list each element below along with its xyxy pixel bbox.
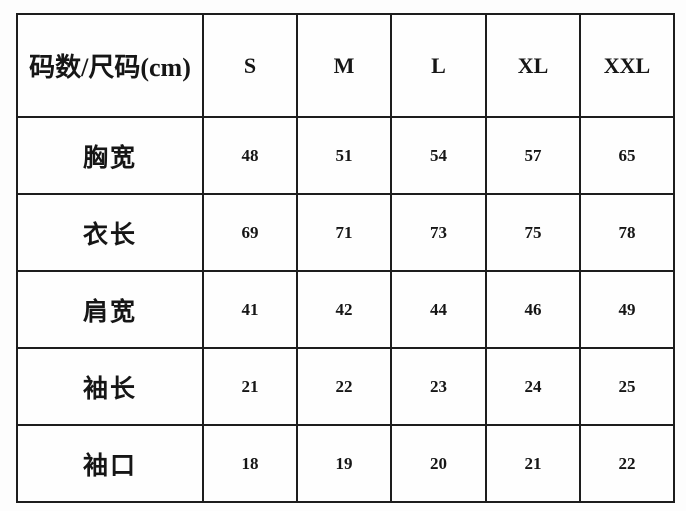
row-chest-width: 胸宽 48 51 54 57 65 [16,116,675,195]
row-label: 袖口 [16,424,204,503]
size-chart-table: 码数/尺码(cm) S M L XL XXL 胸宽 48 51 54 57 65… [16,13,675,503]
cell-value: 54 [390,116,487,195]
cell-value: 21 [485,424,581,503]
size-header-s: S [202,13,298,118]
cell-value: 51 [296,116,392,195]
row-label: 肩宽 [16,270,204,349]
row-label: 袖长 [16,347,204,426]
cell-value: 20 [390,424,487,503]
cell-value: 18 [202,424,298,503]
cell-value: 48 [202,116,298,195]
cell-value: 22 [579,424,675,503]
cell-value: 21 [202,347,298,426]
size-header-xxl: XXL [579,13,675,118]
cell-value: 78 [579,193,675,272]
size-header-l: L [390,13,487,118]
cell-value: 57 [485,116,581,195]
cell-value: 49 [579,270,675,349]
row-label: 胸宽 [16,116,204,195]
size-header-xl: XL [485,13,581,118]
row-garment-length: 衣长 69 71 73 75 78 [16,193,675,272]
row-sleeve-length: 袖长 21 22 23 24 25 [16,347,675,426]
cell-value: 71 [296,193,392,272]
cell-value: 69 [202,193,298,272]
cell-value: 46 [485,270,581,349]
header-row: 码数/尺码(cm) S M L XL XXL [16,13,675,118]
cell-value: 19 [296,424,392,503]
cell-value: 25 [579,347,675,426]
cell-value: 44 [390,270,487,349]
corner-header: 码数/尺码(cm) [16,13,204,118]
cell-value: 24 [485,347,581,426]
size-header-m: M [296,13,392,118]
cell-value: 73 [390,193,487,272]
cell-value: 41 [202,270,298,349]
row-label: 衣长 [16,193,204,272]
cell-value: 65 [579,116,675,195]
row-cuff: 袖口 18 19 20 21 22 [16,424,675,503]
cell-value: 42 [296,270,392,349]
row-shoulder-width: 肩宽 41 42 44 46 49 [16,270,675,349]
cell-value: 22 [296,347,392,426]
cell-value: 23 [390,347,487,426]
cell-value: 75 [485,193,581,272]
